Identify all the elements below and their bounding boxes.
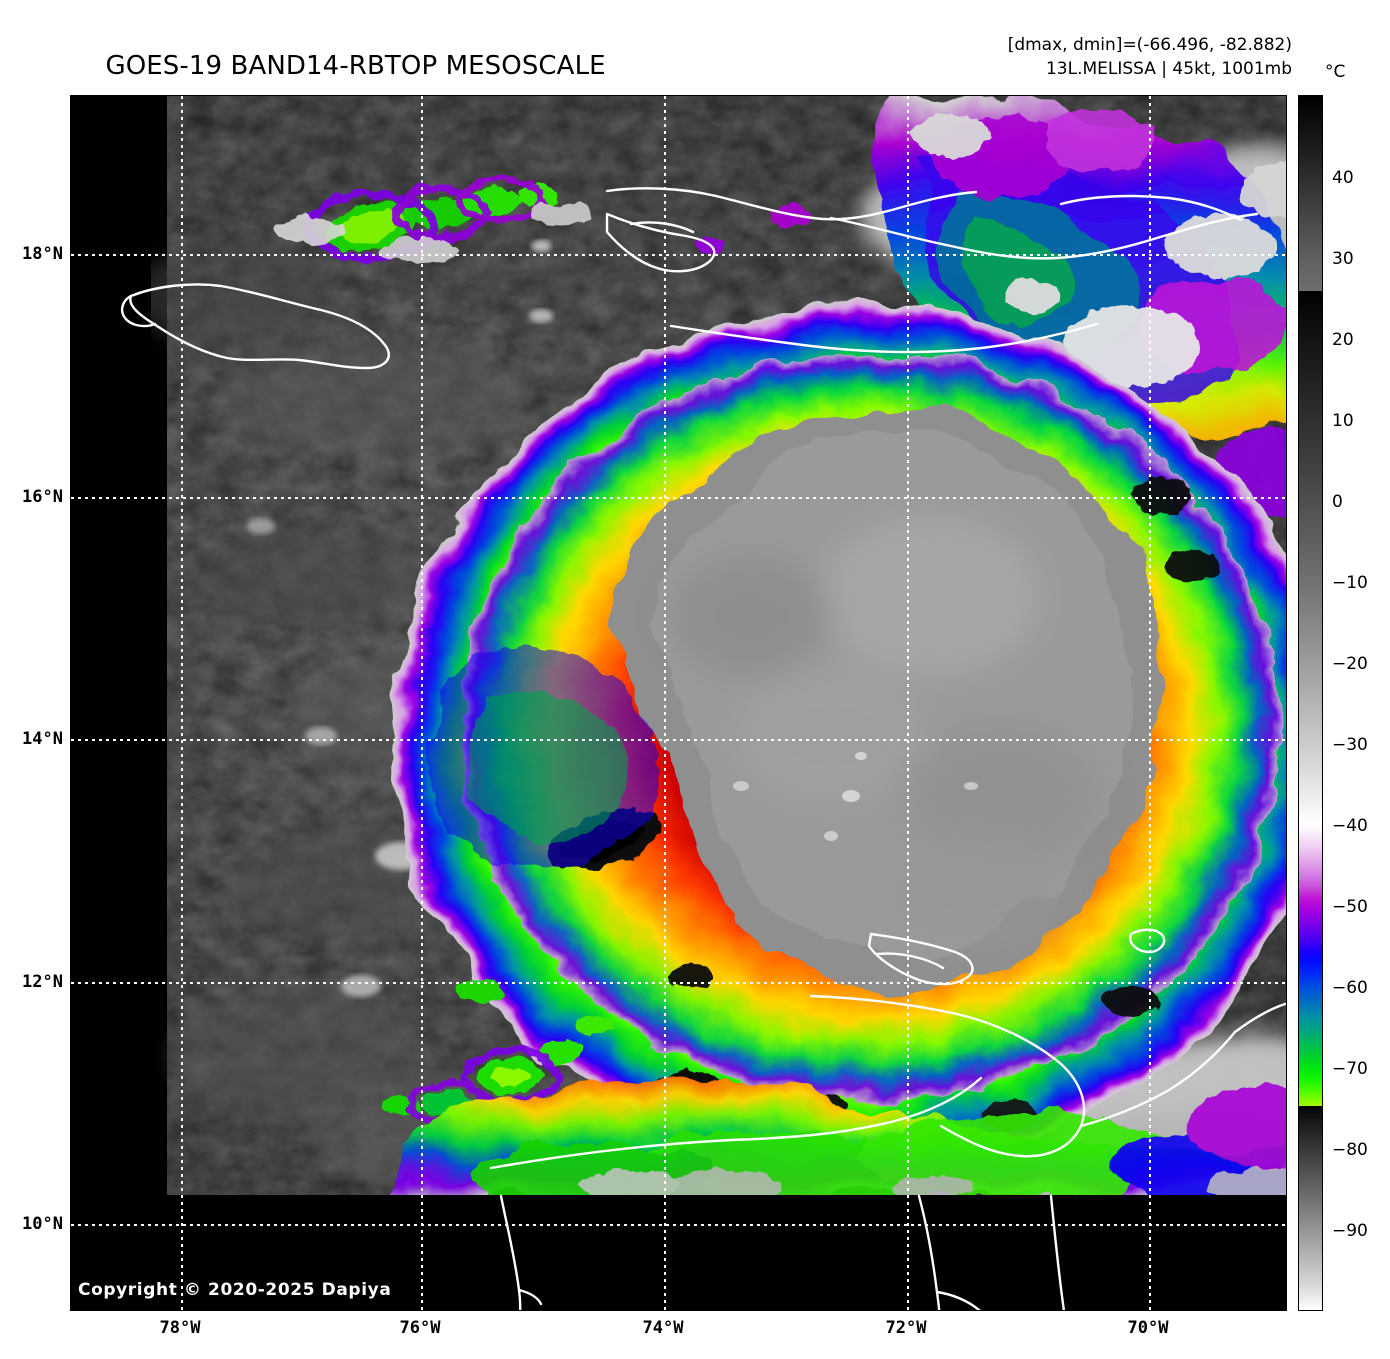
colorbar-unit-label: °C [1325, 62, 1346, 82]
colorbar-tick-40: 40 [1332, 168, 1354, 188]
colorbar-segment-lower-gray [1299, 1106, 1322, 1310]
colorbar-tick-10: 10 [1332, 411, 1354, 431]
colorbar-tick-m80: −80 [1332, 1140, 1368, 1160]
colorbar-tick-m30: −30 [1332, 735, 1368, 755]
colorbar-tick-20: 20 [1332, 330, 1354, 350]
y-axis-tick-16n: 16°N [22, 487, 63, 507]
colorbar-tick-m40: −40 [1332, 816, 1368, 836]
colorbar-tick-30: 30 [1332, 249, 1354, 269]
colorbar-tick-m50: −50 [1332, 897, 1368, 917]
y-axis-tick-18n: 18°N [22, 244, 63, 264]
colorbar-tick-m60: −60 [1332, 978, 1368, 998]
copyright-notice: Copyright © 2020-2025 Dapiya [78, 1280, 392, 1300]
x-axis-tick-78w: 78°W [159, 1318, 201, 1338]
infrared-satellite-imagery [71, 96, 1286, 1310]
storm-info-label: 13L.MELISSA | 45kt, 1001mb [1045, 59, 1292, 80]
colorbar-tick-m20: −20 [1332, 654, 1368, 674]
colorbar-tick-m70: −70 [1332, 1059, 1368, 1079]
x-axis-tick-70w: 70°W [1127, 1318, 1169, 1338]
metadata-block: [dmax, dmin]=(-66.496, -82.882) 13L.MELI… [1008, 33, 1292, 81]
x-axis-tick-74w: 74°W [642, 1318, 684, 1338]
x-axis-tick-72w: 72°W [885, 1318, 927, 1338]
temperature-colorbar [1298, 95, 1323, 1311]
colorbar-tick-m90: −90 [1332, 1221, 1368, 1241]
x-axis-tick-76w: 76°W [399, 1318, 441, 1338]
colorbar-tick-m10: −10 [1332, 573, 1368, 593]
y-axis-tick-10n: 10°N [22, 1214, 63, 1234]
y-axis-tick-12n: 12°N [22, 972, 63, 992]
y-axis-tick-14n: 14°N [22, 729, 63, 749]
colorbar-segment-rainbow [1299, 290, 1322, 1310]
dmax-dmin-label: [dmax, dmin]=(-66.496, -82.882) [1007, 35, 1292, 55]
product-title: GOES-19 BAND14-RBTOP MESOSCALE [105, 51, 606, 82]
colorbar-tick-0: 0 [1332, 492, 1343, 512]
colorbar-segment-upper-gray [1299, 96, 1322, 291]
satellite-plot-area [70, 95, 1287, 1311]
